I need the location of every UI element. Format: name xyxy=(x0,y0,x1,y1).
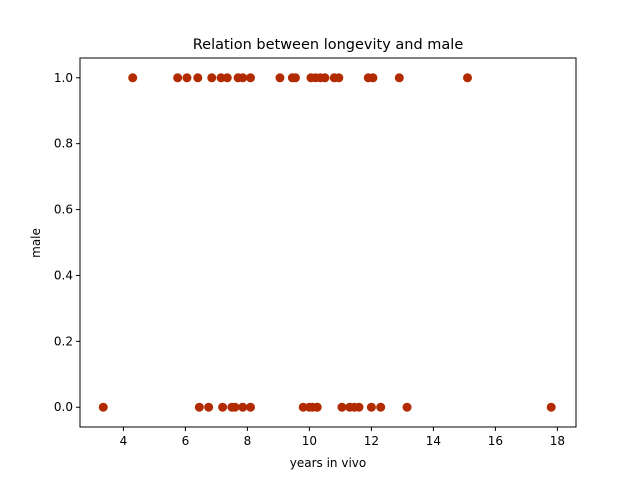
data-point xyxy=(128,73,138,83)
x-tick-label: 10 xyxy=(302,434,317,448)
x-tick-label: 18 xyxy=(550,434,565,448)
data-point xyxy=(238,402,248,412)
data-point xyxy=(182,73,192,83)
data-point xyxy=(98,402,108,412)
data-point xyxy=(194,402,204,412)
data-point xyxy=(238,73,248,83)
data-point xyxy=(246,402,255,412)
data-point xyxy=(320,73,330,83)
data-point xyxy=(193,73,203,83)
data-point xyxy=(207,73,217,83)
data-point xyxy=(298,402,308,412)
x-tick-label: 4 xyxy=(120,434,128,448)
data-point xyxy=(368,73,378,83)
y-tick-label: 0.2 xyxy=(54,334,73,348)
x-tick-label: 16 xyxy=(488,434,503,448)
data-point xyxy=(312,402,322,412)
data-point xyxy=(376,402,386,412)
data-point xyxy=(204,402,214,412)
x-axis: 4 6 8 10 12 14 16 18 xyxy=(120,427,565,448)
data-point xyxy=(173,73,183,83)
y-tick-label: 0.8 xyxy=(54,137,73,151)
data-point xyxy=(394,73,404,83)
data-point xyxy=(290,73,300,83)
data-point xyxy=(218,402,228,412)
data-point xyxy=(230,402,240,412)
axes-frame xyxy=(79,57,577,428)
x-axis-label: years in vivo xyxy=(290,456,366,470)
data-point xyxy=(354,402,364,412)
plot-area xyxy=(98,73,556,412)
data-point xyxy=(246,73,255,83)
chart-title: Relation between longevity and male xyxy=(193,37,464,53)
y-tick-label: 0.4 xyxy=(54,268,73,282)
data-point xyxy=(463,73,472,83)
y-tick-label: 0.6 xyxy=(54,203,73,217)
x-tick-label: 12 xyxy=(364,434,379,448)
data-point xyxy=(366,402,376,412)
data-point xyxy=(222,73,232,83)
y-axis: 0.0 0.2 0.4 0.6 0.8 1.0 xyxy=(54,71,80,414)
y-axis-label: male xyxy=(29,228,43,258)
y-tick-label: 1.0 xyxy=(54,71,73,85)
data-point xyxy=(402,402,412,412)
x-tick-label: 6 xyxy=(182,434,190,448)
data-point xyxy=(334,73,344,83)
y-tick-label: 0.0 xyxy=(54,400,73,414)
data-point xyxy=(337,402,347,412)
x-tick-label: 8 xyxy=(244,434,252,448)
data-point xyxy=(216,73,226,83)
data-point xyxy=(546,402,556,412)
data-point xyxy=(275,73,285,83)
x-tick-label: 14 xyxy=(426,434,441,448)
